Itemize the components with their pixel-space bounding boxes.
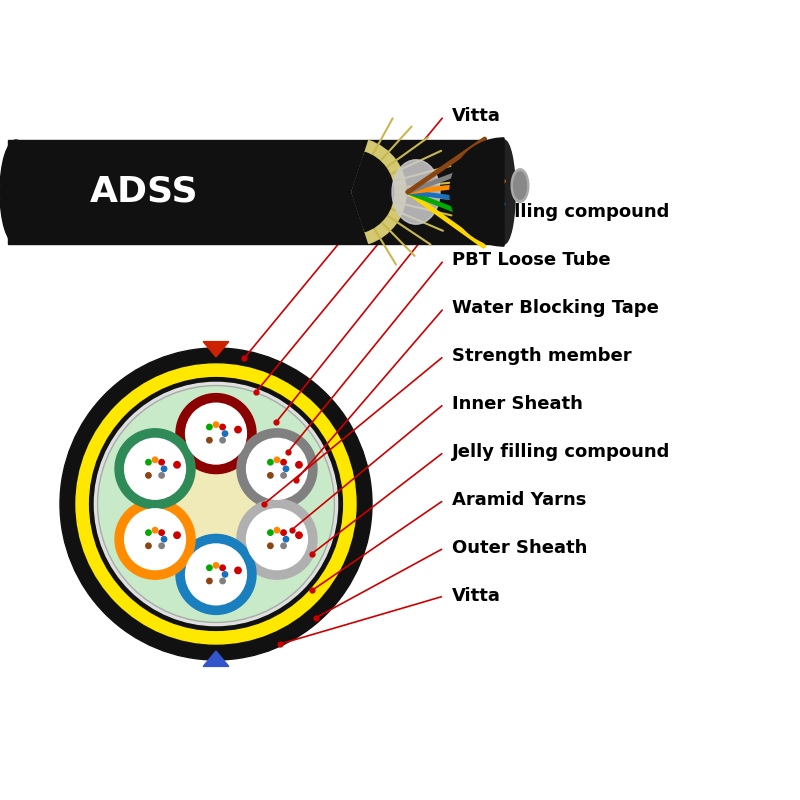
Circle shape: [146, 543, 151, 549]
Circle shape: [115, 429, 195, 509]
Polygon shape: [203, 342, 229, 357]
Polygon shape: [203, 651, 229, 666]
Text: Jelly filling compound: Jelly filling compound: [452, 203, 670, 221]
Text: Inner Sheath: Inner Sheath: [452, 395, 583, 413]
Circle shape: [206, 438, 212, 443]
Circle shape: [94, 382, 338, 626]
Circle shape: [159, 543, 164, 549]
Circle shape: [281, 473, 286, 478]
Circle shape: [146, 530, 151, 535]
Circle shape: [186, 544, 246, 605]
Circle shape: [237, 429, 317, 509]
Circle shape: [206, 565, 212, 570]
Circle shape: [162, 537, 166, 542]
Circle shape: [246, 509, 307, 570]
Circle shape: [274, 457, 280, 462]
Circle shape: [152, 527, 158, 533]
Ellipse shape: [511, 169, 529, 202]
Text: Aramid Yarns: Aramid Yarns: [452, 491, 586, 509]
Circle shape: [220, 438, 226, 443]
Circle shape: [268, 473, 273, 478]
Circle shape: [146, 459, 151, 465]
Circle shape: [162, 466, 166, 471]
Circle shape: [206, 578, 212, 584]
Circle shape: [174, 462, 258, 546]
Circle shape: [176, 394, 256, 474]
Circle shape: [296, 462, 302, 468]
Circle shape: [176, 534, 256, 614]
Ellipse shape: [493, 140, 515, 244]
Circle shape: [206, 424, 212, 430]
Text: PBT Loose Tube: PBT Loose Tube: [452, 251, 610, 269]
Ellipse shape: [392, 160, 440, 224]
Circle shape: [159, 473, 164, 478]
Text: Strength member: Strength member: [452, 347, 632, 365]
Circle shape: [98, 386, 334, 622]
Circle shape: [152, 457, 158, 462]
Circle shape: [220, 424, 226, 430]
Circle shape: [281, 530, 286, 535]
Circle shape: [174, 462, 180, 468]
Circle shape: [222, 431, 228, 436]
Circle shape: [222, 572, 228, 577]
Circle shape: [214, 422, 218, 427]
Text: Jelly filling compound: Jelly filling compound: [452, 443, 670, 461]
Circle shape: [220, 578, 226, 584]
Circle shape: [235, 426, 242, 433]
Circle shape: [281, 459, 286, 465]
Wedge shape: [352, 156, 390, 228]
Circle shape: [268, 459, 273, 465]
Circle shape: [274, 527, 280, 533]
Ellipse shape: [0, 140, 32, 244]
Text: Fiber: Fiber: [452, 155, 504, 173]
Circle shape: [281, 543, 286, 549]
Circle shape: [159, 530, 164, 535]
Circle shape: [283, 537, 289, 542]
Circle shape: [125, 509, 186, 570]
Circle shape: [90, 378, 342, 630]
Circle shape: [174, 532, 180, 538]
Text: Vitta: Vitta: [452, 107, 501, 125]
Circle shape: [76, 364, 356, 644]
Bar: [8, 140, 504, 244]
Text: ADSS: ADSS: [90, 175, 198, 209]
Circle shape: [146, 473, 151, 478]
Circle shape: [159, 459, 164, 465]
Circle shape: [268, 530, 273, 535]
Text: Outer Sheath: Outer Sheath: [452, 539, 587, 557]
Circle shape: [125, 438, 186, 499]
Circle shape: [246, 438, 307, 499]
Circle shape: [283, 466, 289, 471]
Circle shape: [220, 565, 226, 570]
Circle shape: [214, 562, 218, 568]
Wedge shape: [450, 138, 504, 246]
Text: Vitta: Vitta: [452, 587, 501, 605]
Circle shape: [60, 348, 372, 660]
Circle shape: [268, 543, 273, 549]
Text: Water Blocking Tape: Water Blocking Tape: [452, 299, 659, 317]
Wedge shape: [352, 141, 406, 243]
Wedge shape: [352, 153, 394, 231]
Circle shape: [237, 499, 317, 579]
Ellipse shape: [514, 172, 526, 199]
Circle shape: [235, 567, 242, 574]
Circle shape: [296, 532, 302, 538]
Circle shape: [115, 499, 195, 579]
Circle shape: [186, 403, 246, 464]
